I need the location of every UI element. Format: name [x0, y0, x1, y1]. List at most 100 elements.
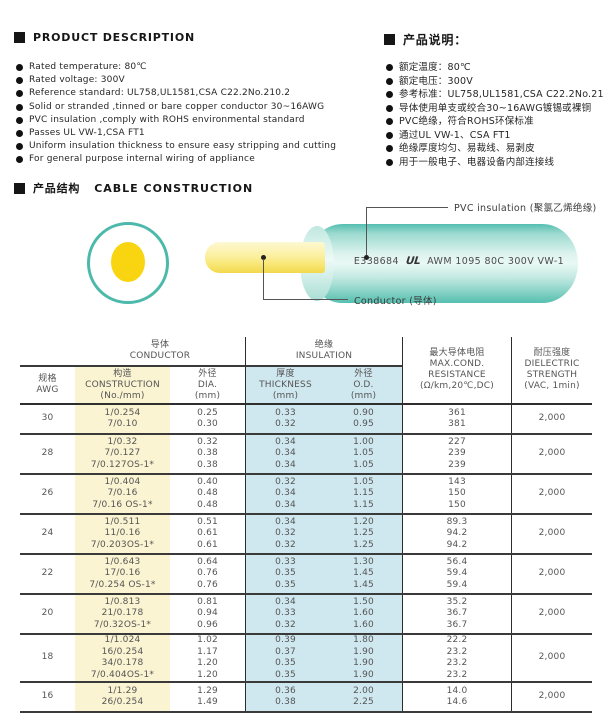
list-item: 额定电压：300V — [386, 75, 603, 89]
list-item: Uniform insulation thickness to ensure e… — [16, 140, 378, 153]
header-group-insulation: 绝缘 INSULATION — [245, 337, 402, 367]
cell-od: 1.05 1.15 1.15 — [325, 475, 402, 513]
cell-od: 0.90 0.95 — [325, 405, 402, 433]
cell-od: 1.20 1.25 1.25 — [325, 515, 402, 553]
header-awg: 规格 AWG — [36, 374, 59, 395]
header-construction: 构造 CONSTRUCTION (No./mm) — [75, 367, 170, 403]
cell-thickness: 0.39 0.37 0.35 0.35 — [245, 635, 325, 681]
product-description-list: Rated temperature: 80℃ Rated voltage: 30… — [16, 61, 378, 167]
list-item: 通过UL VW-1、CSA FT1 — [386, 129, 603, 143]
bullet-icon — [386, 91, 393, 98]
list-item: PVC绝缘，符合ROHS环保标准 — [386, 115, 603, 129]
cell-dia: 0.64 0.76 0.76 — [197, 556, 218, 590]
cell-dielectric: 2,000 — [511, 595, 592, 633]
callout-line — [263, 259, 265, 300]
list-item: 额定温度：80℃ — [386, 61, 603, 75]
cell-dielectric: 2,000 — [511, 555, 592, 593]
bullet-icon — [16, 77, 23, 85]
section-marker-icon — [384, 34, 395, 45]
header-dia: 外径 DIA. (mm) — [194, 368, 221, 401]
bullet-icon — [16, 130, 23, 138]
list-item: Passes UL VW-1,CSA FT1 — [16, 127, 378, 140]
table-row: 18 1/1.024 16/0.254 34/0.178 7/0.404OS-1… — [20, 635, 592, 683]
cell-thickness: 0.33 0.35 0.35 — [245, 555, 325, 593]
bullet-icon — [16, 103, 23, 111]
cell-thickness: 0.34 0.33 0.32 — [245, 595, 325, 633]
conductor-core-icon — [111, 242, 145, 282]
cell-thickness: 0.34 0.32 0.32 — [245, 515, 325, 553]
bullet-icon — [16, 143, 23, 151]
list-item: PVC insulation ,comply with ROHS environ… — [16, 114, 378, 127]
spec-table: 导体 CONDUCTOR 绝缘 INSULATION 最大导体电阻 MAX.CO… — [20, 337, 592, 713]
cell-awg: 22 — [41, 568, 54, 579]
cell-resistance: 14.0 14.6 — [402, 683, 511, 711]
bullet-icon — [386, 145, 393, 152]
bullet-icon — [386, 64, 393, 71]
cell-dia: 1.29 1.49 — [197, 685, 218, 708]
section-title: 产品说明： — [403, 33, 468, 47]
cell-awg: 16 — [41, 691, 54, 702]
header-blank-cell — [20, 337, 75, 367]
bullet-icon — [16, 156, 23, 164]
list-item: 参考标准：UL758,UL1581,CSA C22.2No.210 — [386, 88, 603, 102]
cell-resistance: 89.3 94.2 94.2 — [402, 515, 511, 553]
cell-dielectric: 2,000 — [511, 515, 592, 553]
cell-construction: 1/1.29 26/0.254 — [75, 683, 170, 711]
section-title-cn: 产品结构 — [33, 182, 81, 195]
cell-construction: 1/0.511 11/0.16 7/0.203OS-1* — [75, 515, 170, 553]
product-notes-list: 额定温度：80℃ 额定电压：300V 参考标准：UL758,UL1581,CSA… — [386, 61, 603, 169]
cell-od: 1.00 1.05 1.05 — [325, 435, 402, 473]
callout-line — [366, 207, 448, 209]
callout-dot — [261, 255, 266, 260]
header-od: 外径 O.D. (mm) — [325, 367, 402, 403]
cell-construction: 1/0.32 7/0.127 7/0.127OS-1* — [75, 435, 170, 473]
cell-thickness: 0.34 0.34 0.34 — [245, 435, 325, 473]
cell-dielectric: 2,000 — [511, 635, 592, 681]
table-row: 24 1/0.511 11/0.16 7/0.203OS-1* 0.51 0.6… — [20, 515, 592, 555]
cell-awg: 24 — [41, 528, 54, 539]
cell-awg: 26 — [41, 488, 54, 499]
list-item: 绝缘厚度均匀、易裁线、易剥皮 — [386, 142, 603, 156]
header-dielectric: 耐压强度 DIELECTRIC STRENGTH (VAC, 1min) — [511, 337, 592, 403]
bullet-icon — [386, 77, 393, 85]
cell-thickness: 0.36 0.38 — [245, 683, 325, 711]
section-marker-icon — [14, 32, 25, 43]
table-row: 16 1/1.29 26/0.254 1.29 1.49 0.36 0.38 2… — [20, 683, 592, 713]
cell-construction: 1/0.813 21/0.178 7/0.32OS-1* — [75, 595, 170, 633]
table-row: 22 1/0.643 17/0.16 7/0.254 OS-1* 0.64 0.… — [20, 555, 592, 595]
cell-construction: 1/1.024 16/0.254 34/0.178 7/0.404OS-1* — [75, 635, 170, 681]
cell-resistance: 143 150 150 — [402, 475, 511, 513]
cell-dielectric: 2,000 — [511, 435, 592, 473]
cell-resistance: 56.4 59.4 59.4 — [402, 555, 511, 593]
insulation-label: PVC insulation (聚氯乙烯绝缘) — [454, 203, 597, 214]
cell-od: 1.50 1.60 1.60 — [325, 595, 402, 633]
insulation-body — [307, 224, 578, 303]
cell-construction: 1/0.404 7/0.16 7/0.16 OS-1* — [75, 475, 170, 513]
cell-awg: 30 — [41, 413, 54, 424]
cable-construction-heading: 产品结构 CABLE CONSTRUCTION — [14, 180, 253, 196]
cell-dielectric: 2,000 — [511, 475, 592, 513]
cell-construction: 1/0.254 7/0.10 — [75, 405, 170, 433]
bullet-icon — [386, 104, 393, 112]
section-marker-icon — [14, 182, 25, 194]
table-row: 28 1/0.32 7/0.127 7/0.127OS-1* 0.32 0.38… — [20, 435, 592, 475]
cell-awg: 18 — [41, 652, 54, 663]
header-resistance: 最大导体电阻 MAX.COND. RESISTANCE (Ω/km,20℃,DC… — [402, 337, 511, 403]
ul-file-number: E338684 — [353, 255, 399, 267]
list-item: Solid or stranded ,tinned or bare copper… — [16, 101, 378, 114]
cell-resistance: 35.2 36.7 36.7 — [402, 595, 511, 633]
bullet-icon — [16, 64, 23, 71]
table-row: 20 1/0.813 21/0.178 7/0.32OS-1* 0.81 0.9… — [20, 595, 592, 635]
list-item: 导体使用单支或绞合30~16AWG镀锡或裸铜 — [386, 102, 603, 116]
cell-dia: 0.40 0.48 0.48 — [197, 476, 218, 510]
cell-dia: 0.51 0.61 0.61 — [197, 516, 218, 550]
cell-resistance: 22.2 23.2 23.2 23.2 — [402, 635, 511, 681]
cell-resistance: 361 381 — [402, 405, 511, 433]
cell-dia: 0.81 0.94 0.96 — [197, 596, 218, 630]
list-item: Rated voltage: 300V — [16, 74, 378, 87]
bullet-icon — [16, 116, 23, 124]
cell-od: 2.00 2.25 — [325, 683, 402, 711]
header-group-conductor: 导体 CONDUCTOR — [75, 337, 245, 367]
bullet-icon — [16, 90, 23, 98]
list-item: Reference standard: UL758,UL1581,CSA C22… — [16, 87, 378, 100]
